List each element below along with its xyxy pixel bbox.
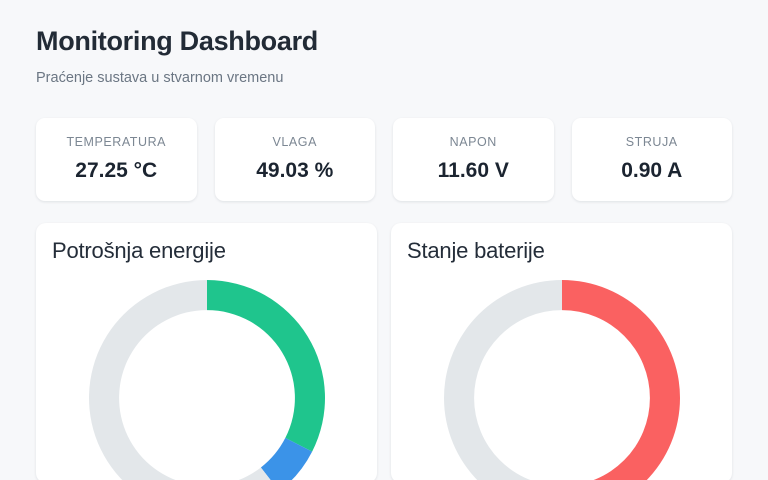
- stat-value: 11.60 V: [437, 159, 509, 183]
- stat-value: 49.03 %: [256, 159, 334, 183]
- panel-title: Stanje baterije: [407, 238, 545, 264]
- panel-energy-consumption: Potrošnja energije: [36, 223, 377, 480]
- donut-segment[interactable]: [561, 279, 680, 480]
- battery-donut-wrap: [407, 278, 716, 480]
- energy-donut-chart[interactable]: [87, 278, 327, 480]
- page-subtitle: Praćenje sustava u stvarnom vremenu: [36, 70, 284, 87]
- stat-cards-row: TEMPERATURA 27.25 °C VLAGA 49.03 % NAPON…: [36, 118, 732, 202]
- stat-card-temperatura[interactable]: TEMPERATURA 27.25 °C: [36, 118, 197, 202]
- stat-card-struja[interactable]: STRUJA 0.90 A: [571, 118, 732, 202]
- stat-value: 0.90 A: [621, 159, 683, 183]
- stat-label: STRUJA: [625, 135, 678, 150]
- panel-title: Potrošnja energije: [52, 238, 226, 264]
- stat-label: TEMPERATURA: [66, 135, 167, 150]
- donut-segment[interactable]: [260, 437, 312, 480]
- page-title: Monitoring Dashboard: [36, 26, 318, 56]
- chart-panels-row: Potrošnja energije Stanje baterije: [36, 223, 732, 480]
- stat-value: 27.25 °C: [75, 159, 158, 183]
- battery-donut-chart[interactable]: [442, 278, 682, 480]
- stat-label: VLAGA: [272, 135, 317, 150]
- stat-label: NAPON: [449, 135, 497, 150]
- stat-card-napon[interactable]: NAPON 11.60 V: [393, 118, 554, 202]
- donut-segment[interactable]: [206, 279, 325, 452]
- donut-segment[interactable]: [88, 279, 279, 480]
- panel-battery-status: Stanje baterije: [391, 223, 732, 480]
- stat-card-vlaga[interactable]: VLAGA 49.03 %: [214, 118, 375, 202]
- energy-donut-wrap: [52, 278, 361, 480]
- donut-segment[interactable]: [443, 279, 562, 480]
